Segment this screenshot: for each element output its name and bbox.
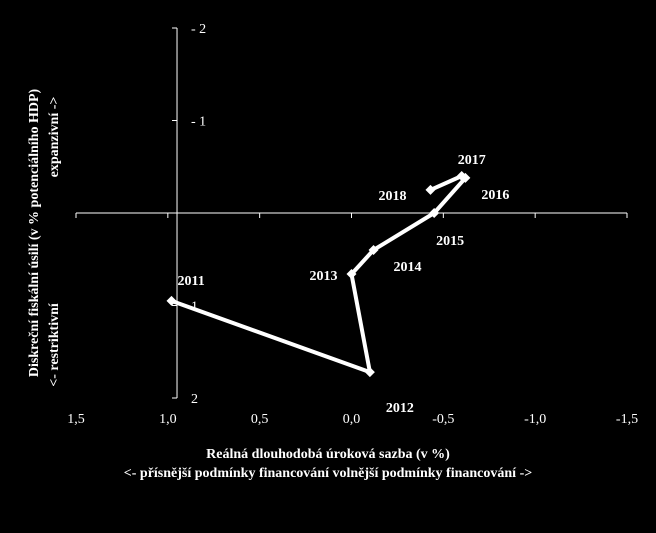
data-point-marker	[429, 208, 440, 218]
data-point-label: 2015	[436, 234, 464, 249]
data-point-marker	[346, 269, 357, 280]
x-tick-label: 0,0	[343, 412, 361, 427]
tick-labels: 1,5 1,0 0,5 0,0 -0,5 -1,0 -1,5 - 2 - 1 1 2	[67, 22, 638, 427]
data-point-marker	[364, 367, 375, 378]
x-axis-subtitle: <- přísnější podmínky financování volněj…	[124, 466, 532, 481]
axes	[75, 27, 628, 399]
x-tick-label: 1,5	[67, 412, 85, 427]
x-tick-label: -1,0	[524, 412, 546, 427]
data-point-label: 2011	[178, 274, 205, 289]
y-tick-label: - 1	[191, 115, 206, 130]
data-point-label: 2012	[386, 401, 414, 416]
data-point-marker	[368, 245, 379, 255]
y-axis-positive-hint: expanzivní ->	[47, 97, 62, 178]
data-point-label: 2016	[481, 188, 509, 203]
data-point-marker	[456, 171, 467, 181]
data-point-label: 2017	[458, 153, 486, 168]
data-point-label: 2013	[310, 269, 338, 284]
y-tick-label: - 2	[191, 22, 206, 37]
x-tick-label: 1,0	[159, 412, 177, 427]
y-axis-negative-hint: <- restriktivní	[47, 302, 62, 387]
x-tick-label: -1,5	[616, 412, 638, 427]
y-axis-title: Diskreční fiskální úsilí (v % potenciáln…	[27, 89, 42, 378]
x-axis-title: Reálná dlouhodobá úroková sazba (v %)	[206, 447, 450, 462]
y-tick-label: 1	[191, 300, 198, 315]
y-tick-label: 2	[191, 392, 198, 407]
data-point-label: 2018	[378, 189, 406, 204]
series-line	[166, 171, 471, 378]
data-point-marker	[425, 184, 436, 195]
data-point-marker	[166, 295, 177, 306]
data-point-label: 2014	[394, 260, 422, 275]
point-labels: 2011 2012 2013 2014 2015 2016 2017 2018	[178, 153, 510, 416]
x-tick-label: 0,5	[251, 412, 269, 427]
x-tick-label: -0,5	[432, 412, 454, 427]
